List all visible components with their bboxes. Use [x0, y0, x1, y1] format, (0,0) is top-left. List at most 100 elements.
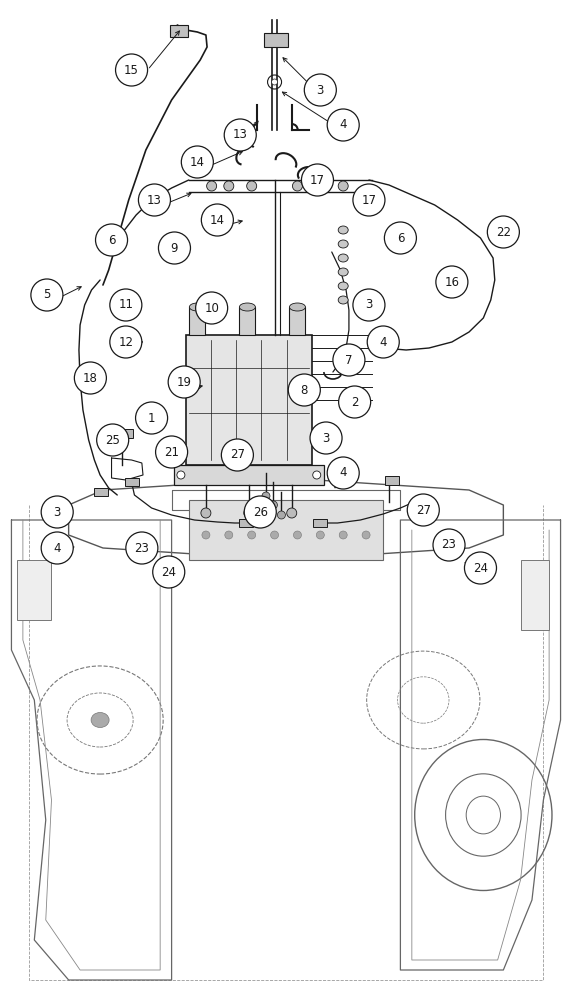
- Text: 25: 25: [105, 434, 120, 446]
- Ellipse shape: [181, 146, 213, 178]
- Text: 11: 11: [118, 298, 133, 312]
- Text: 8: 8: [301, 383, 308, 396]
- Circle shape: [277, 511, 285, 519]
- Text: 13: 13: [233, 128, 248, 141]
- FancyBboxPatch shape: [17, 560, 51, 620]
- Ellipse shape: [288, 374, 320, 406]
- Text: 15: 15: [124, 64, 139, 77]
- FancyBboxPatch shape: [189, 307, 205, 335]
- Ellipse shape: [91, 712, 109, 728]
- Circle shape: [292, 181, 303, 191]
- Text: 4: 4: [379, 336, 387, 349]
- Ellipse shape: [353, 289, 385, 321]
- Circle shape: [247, 181, 257, 191]
- Ellipse shape: [168, 366, 200, 398]
- Circle shape: [201, 508, 211, 518]
- Text: 19: 19: [177, 375, 192, 388]
- Circle shape: [202, 531, 210, 539]
- Text: 4: 4: [339, 466, 347, 480]
- Text: 12: 12: [118, 336, 133, 349]
- Ellipse shape: [304, 74, 336, 106]
- Circle shape: [316, 531, 324, 539]
- Circle shape: [313, 471, 321, 479]
- Text: 18: 18: [83, 371, 98, 384]
- Text: 7: 7: [345, 354, 353, 366]
- Ellipse shape: [74, 362, 106, 394]
- Text: 23: 23: [134, 542, 149, 554]
- Circle shape: [362, 531, 370, 539]
- FancyBboxPatch shape: [313, 519, 327, 527]
- Text: 10: 10: [204, 302, 219, 314]
- Text: 27: 27: [416, 504, 431, 516]
- Text: 2: 2: [351, 395, 359, 408]
- Text: 4: 4: [53, 542, 61, 554]
- Circle shape: [148, 206, 156, 214]
- Ellipse shape: [289, 303, 305, 311]
- Text: 23: 23: [442, 538, 456, 552]
- Ellipse shape: [339, 386, 371, 418]
- Ellipse shape: [136, 402, 168, 434]
- Circle shape: [272, 79, 277, 85]
- Text: 26: 26: [253, 506, 268, 518]
- Circle shape: [148, 196, 156, 204]
- Circle shape: [287, 508, 297, 518]
- Circle shape: [271, 531, 279, 539]
- Text: 3: 3: [366, 298, 372, 312]
- Circle shape: [177, 471, 185, 479]
- Circle shape: [248, 531, 256, 539]
- Ellipse shape: [301, 164, 333, 196]
- Circle shape: [148, 186, 156, 194]
- Ellipse shape: [110, 326, 142, 358]
- Text: 3: 3: [323, 432, 329, 444]
- FancyBboxPatch shape: [239, 519, 253, 527]
- Ellipse shape: [384, 222, 416, 254]
- Text: 1: 1: [148, 412, 156, 424]
- Circle shape: [339, 531, 347, 539]
- Ellipse shape: [338, 296, 348, 304]
- Ellipse shape: [338, 240, 348, 248]
- Ellipse shape: [41, 532, 73, 564]
- Text: 24: 24: [161, 566, 176, 578]
- FancyBboxPatch shape: [240, 307, 255, 335]
- Ellipse shape: [310, 422, 342, 454]
- Ellipse shape: [240, 303, 255, 311]
- Ellipse shape: [367, 326, 399, 358]
- Ellipse shape: [244, 496, 276, 528]
- FancyBboxPatch shape: [174, 465, 324, 485]
- Ellipse shape: [41, 496, 73, 528]
- Text: 14: 14: [190, 155, 205, 168]
- FancyBboxPatch shape: [186, 335, 312, 465]
- Ellipse shape: [327, 457, 359, 489]
- Text: 22: 22: [496, 226, 511, 238]
- Text: 17: 17: [310, 174, 325, 186]
- Ellipse shape: [97, 424, 129, 456]
- FancyBboxPatch shape: [170, 25, 188, 37]
- Text: 24: 24: [473, 562, 488, 574]
- Text: 4: 4: [339, 118, 347, 131]
- FancyBboxPatch shape: [117, 429, 133, 438]
- Ellipse shape: [96, 224, 128, 256]
- Circle shape: [244, 508, 254, 518]
- Ellipse shape: [31, 279, 63, 311]
- Text: 13: 13: [147, 194, 162, 207]
- Ellipse shape: [338, 254, 348, 262]
- Ellipse shape: [126, 532, 158, 564]
- FancyBboxPatch shape: [385, 476, 399, 485]
- Text: 6: 6: [108, 233, 116, 246]
- Ellipse shape: [353, 184, 385, 216]
- Circle shape: [315, 181, 325, 191]
- Ellipse shape: [189, 303, 205, 311]
- FancyBboxPatch shape: [189, 500, 383, 560]
- FancyBboxPatch shape: [264, 33, 288, 47]
- Ellipse shape: [156, 436, 188, 468]
- FancyBboxPatch shape: [521, 560, 549, 630]
- Ellipse shape: [153, 556, 185, 588]
- Ellipse shape: [110, 289, 142, 321]
- Circle shape: [269, 501, 277, 509]
- Circle shape: [338, 181, 348, 191]
- Text: 21: 21: [164, 446, 179, 458]
- Circle shape: [225, 531, 233, 539]
- Ellipse shape: [338, 282, 348, 290]
- Ellipse shape: [201, 204, 233, 236]
- Ellipse shape: [487, 216, 519, 248]
